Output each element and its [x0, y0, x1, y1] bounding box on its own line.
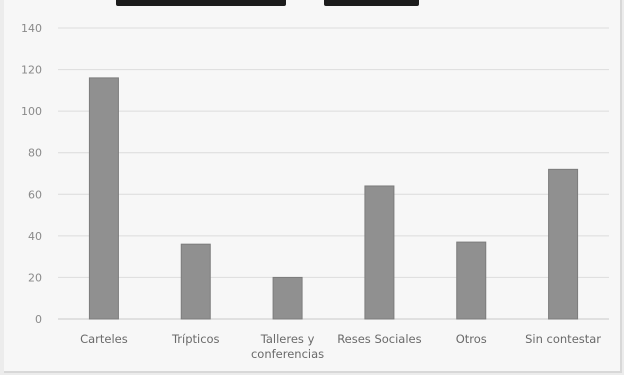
bars — [88, 77, 579, 320]
cropped-title-fragment — [116, 0, 286, 6]
bar-0 — [88, 77, 119, 320]
y-tick-label: 40 — [28, 230, 42, 243]
y-tick-label: 20 — [28, 271, 42, 284]
x-category-label: Trípticos — [171, 332, 220, 346]
x-category-label: Talleres y — [260, 332, 315, 346]
x-category-label: Carteles — [80, 332, 128, 346]
y-tick-label: 60 — [28, 188, 42, 201]
bar-4 — [456, 241, 487, 320]
cropped-title-fragment — [324, 0, 419, 6]
bar-chart: 0 20 40 60 80 100 120 140 Carteles Trípticos Tall… — [21, 22, 609, 361]
bar-1 — [180, 243, 211, 320]
y-tick-label: 80 — [28, 147, 42, 160]
y-tick-label: 140 — [21, 22, 42, 35]
x-category-label: Otros — [456, 332, 487, 346]
bar-5 — [548, 168, 579, 320]
chart-frame: 0 20 40 60 80 100 120 140 Carteles Trípticos Tall… — [4, 0, 622, 373]
y-tick-label: 120 — [21, 64, 42, 77]
y-tick-label: 100 — [21, 105, 42, 118]
y-tick-label: 0 — [35, 313, 42, 326]
x-category-label: Sin contestar — [525, 332, 601, 346]
grid-layer — [58, 27, 609, 320]
bar-3 — [364, 185, 395, 320]
bar-2 — [272, 276, 303, 320]
x-category-label: conferencias — [251, 347, 324, 361]
x-category-label: Reses Sociales — [337, 332, 421, 346]
y-axis-ticks: 0 20 40 60 80 100 120 140 — [21, 22, 42, 326]
